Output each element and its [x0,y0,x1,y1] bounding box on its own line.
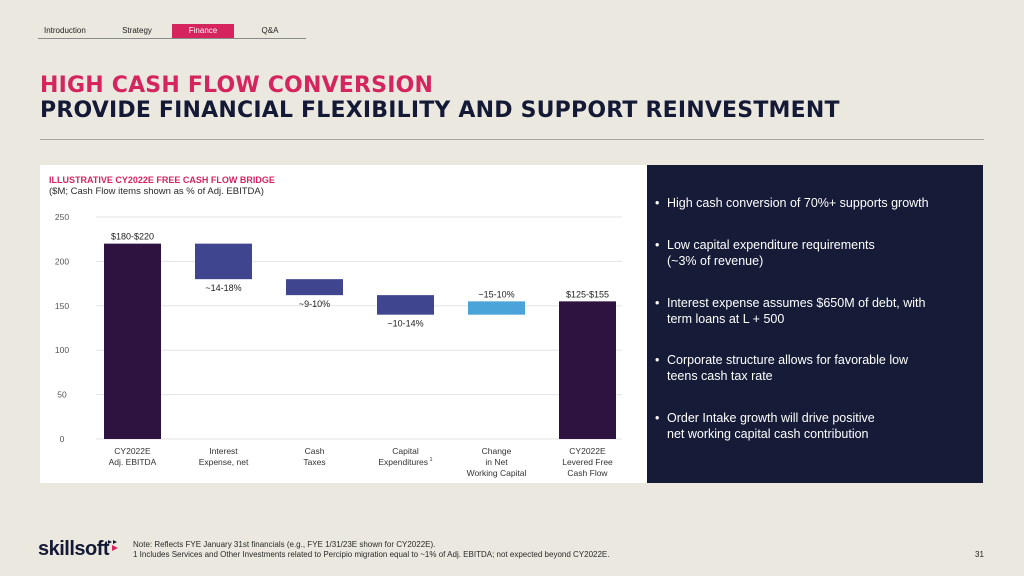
x-tick-label: Interest [209,446,238,456]
bullet-dot-icon: • [655,296,660,310]
y-tick-label: 0 [60,434,65,444]
x-tick-label: Expense, net [199,457,249,467]
x-tick-label: Change [482,446,512,456]
x-tick-label: CY2022E [569,446,606,456]
y-tick-label: 250 [55,212,69,222]
bullet-text: Interest expense assumes $650M of debt, … [667,296,926,326]
footnotes: Note: Reflects FYE January 31st financia… [133,540,610,559]
bar-decrease [286,279,343,296]
x-tick-label: Adj. EBITDA [109,457,157,467]
y-tick-label: 200 [55,256,69,266]
footnote-1: 1 Includes Services and Other Investment… [133,549,610,559]
bullet-dot-icon: • [655,353,660,367]
bar-total [104,243,161,439]
page-title-line2: PROVIDE FINANCIAL FLEXIBILITY AND SUPPOR… [40,98,840,123]
x-tick-label: Cash [305,446,325,456]
x-tick-label: Expenditures 1 [378,457,432,467]
data-label: ~14-18% [205,283,241,293]
data-label: ~15-10% [478,289,514,299]
data-label: $180-$220 [111,232,154,242]
x-tick-label: CY2022E [114,446,151,456]
x-tick-label: Taxes [303,457,325,467]
footnote-note: Note: Reflects FYE January 31st financia… [133,540,436,549]
data-label: ~9-10% [299,299,330,309]
bullet-item: • Order Intake growth will drive positiv… [655,411,875,442]
bar-decrease [195,243,252,280]
bullet-item: • Low capital expenditure requirements (… [655,238,875,269]
footnote-superscript: 1 [428,457,433,463]
y-tick-label: 100 [55,345,69,355]
y-tick-label: 50 [57,390,67,400]
x-tick-label: Capital [392,446,419,456]
tab-qa[interactable]: Q&A [261,26,279,35]
key-points-panel: • High cash conversion of 70%+ supports … [647,165,983,483]
bullet-text: Corporate structure allows for favorable… [667,353,909,383]
skillsoft-logo-mark-icon [108,540,118,551]
chart-subtitle: ($M; Cash Flow items shown as % of Adj. … [49,186,264,197]
chart-title: ILLUSTRATIVE CY2022E FREE CASH FLOW BRID… [49,175,275,185]
bullet-dot-icon: • [655,196,660,210]
skillsoft-logo: skillsoft [38,538,110,560]
bullet-item: • High cash conversion of 70%+ supports … [655,196,929,212]
chart-panel: 0 50 100 150 200 250 $180-$220 CY2022E Adj. EBIT… [40,165,647,483]
x-tick-label: Levered Free [562,457,613,467]
page-number: 31 [975,550,984,559]
tab-finance[interactable]: Finance [172,24,234,38]
data-label: $125-$155 [566,289,609,299]
tab-introduction[interactable]: Introduction [44,26,86,35]
bullet-text: Low capital expenditure requirements (~3… [667,238,875,268]
bar-total [559,301,616,439]
bullet-text: Order Intake growth will drive positive … [667,411,875,441]
tab-strategy[interactable]: Strategy [122,26,152,35]
data-label: ~10-14% [387,319,423,329]
bullet-text: High cash conversion of 70%+ supports gr… [667,196,929,210]
title-divider [40,139,984,140]
bullet-item: • Corporate structure allows for favorab… [655,353,908,384]
x-tick-label: Cash Flow [567,468,608,478]
bar-increase [468,301,525,315]
page-title-line1: HIGH CASH FLOW CONVERSION [40,73,434,98]
bullet-dot-icon: • [655,411,660,425]
bar-decrease [377,295,434,315]
x-tick-label: in Net [485,457,508,467]
bullet-item: • Interest expense assumes $650M of debt… [655,296,925,327]
x-tick-label: Working Capital [467,468,527,478]
section-nav: Introduction Strategy Finance Q&A [38,24,306,39]
bullet-dot-icon: • [655,238,660,252]
y-tick-label: 150 [55,301,69,311]
